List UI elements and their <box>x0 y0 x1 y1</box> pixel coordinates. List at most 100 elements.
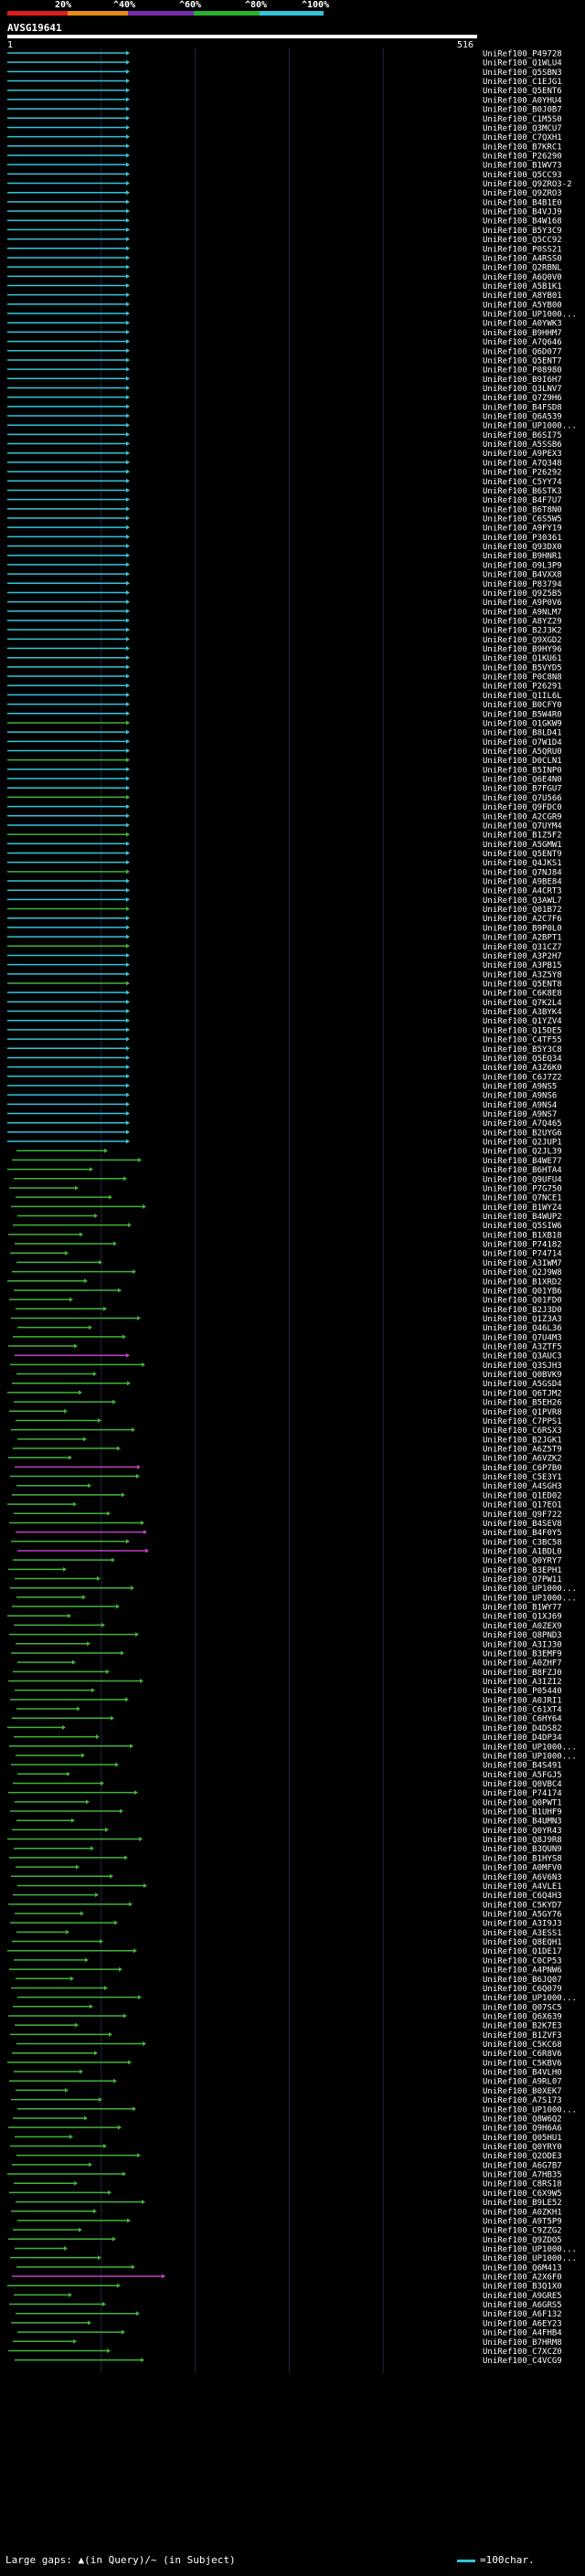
subject-id-label[interactable]: UniRef100_Q1DE17 <box>483 1947 562 1956</box>
subject-id-label[interactable]: UniRef100_Q93DX0 <box>483 543 562 552</box>
subject-id-label[interactable]: UniRef100_Q6X639 <box>483 2012 562 2021</box>
subject-id-label[interactable]: UniRef100_Q5CC93 <box>483 171 562 180</box>
subject-id-label[interactable]: UniRef100_Q0BVK9 <box>483 1371 562 1380</box>
subject-id-label[interactable]: UniRef100_P26291 <box>483 683 562 692</box>
subject-id-label[interactable]: UniRef100_Q9H6A6 <box>483 2125 562 2134</box>
subject-id-label[interactable]: UniRef100_B4UMN3 <box>483 1818 562 1827</box>
subject-id-label[interactable]: UniRef100_B0CFY0 <box>483 701 562 710</box>
subject-id-label[interactable]: UniRef100_Q46L36 <box>483 1324 562 1333</box>
subject-id-label[interactable]: UniRef100_A0ZHF7 <box>483 1659 562 1669</box>
subject-id-label[interactable]: UniRef100_C7PPS1 <box>483 1417 562 1426</box>
subject-id-label[interactable]: UniRef100_Q3AUC3 <box>483 1352 562 1362</box>
subject-id-label[interactable]: UniRef100_UP1000... <box>483 1994 577 2003</box>
subject-id-label[interactable]: UniRef100_Q1KU61 <box>483 654 562 663</box>
subject-id-label[interactable]: UniRef100_B1Z5F2 <box>483 832 562 841</box>
subject-id-label[interactable]: UniRef100_Q4JKS1 <box>483 859 562 868</box>
subject-id-label[interactable]: UniRef100_UP1000... <box>483 1743 577 1752</box>
subject-id-label[interactable]: UniRef100_Q1PVR8 <box>483 1408 562 1417</box>
subject-id-label[interactable]: UniRef100_UP1000... <box>483 1594 577 1603</box>
subject-id-label[interactable]: UniRef100_C6S5W5 <box>483 515 562 525</box>
subject-id-label[interactable]: UniRef100_A3I9J3 <box>483 1920 562 1929</box>
subject-id-label[interactable]: UniRef100_UP1000... <box>483 2254 577 2263</box>
subject-id-label[interactable]: UniRef100_P26292 <box>483 469 562 478</box>
subject-id-label[interactable]: UniRef100_C4TF55 <box>483 1036 562 1045</box>
subject-id-label[interactable]: UniRef100_Q3MCU7 <box>483 124 562 133</box>
subject-id-label[interactable]: UniRef100_P08980 <box>483 366 562 376</box>
subject-id-label[interactable]: UniRef100_Q1XJ69 <box>483 1613 562 1622</box>
subject-id-label[interactable]: UniRef100_A8YB01 <box>483 292 562 301</box>
subject-id-label[interactable]: UniRef100_Q5ENT8 <box>483 981 562 990</box>
subject-id-label[interactable]: UniRef100_C6Q079 <box>483 1985 562 1994</box>
subject-id-label[interactable]: UniRef100_Q2JUP1 <box>483 1139 562 1148</box>
subject-id-label[interactable]: UniRef100_P83794 <box>483 580 562 589</box>
subject-id-label[interactable]: UniRef100_P26290 <box>483 152 562 161</box>
subject-id-label[interactable]: UniRef100_A0MFV0 <box>483 1864 562 1873</box>
subject-id-label[interactable]: UniRef100_Q9ZRO3 <box>483 189 562 198</box>
subject-id-label[interactable]: UniRef100_B1WYZ4 <box>483 1203 562 1213</box>
subject-id-label[interactable]: UniRef100_B9LE52 <box>483 2199 562 2208</box>
subject-id-label[interactable]: UniRef100_B3EPH1 <box>483 1566 562 1575</box>
subject-id-label[interactable]: UniRef100_Q7NCE1 <box>483 1194 562 1203</box>
subject-id-label[interactable]: UniRef100_D0CLN1 <box>483 757 562 766</box>
subject-id-label[interactable]: UniRef100_A6Q0V0 <box>483 273 562 282</box>
subject-id-label[interactable]: UniRef100_B8FZJ0 <box>483 1669 562 1678</box>
subject-id-label[interactable]: UniRef100_C8RS18 <box>483 2180 562 2189</box>
subject-id-label[interactable]: UniRef100_B3EMF9 <box>483 1649 562 1659</box>
subject-id-label[interactable]: UniRef100_Q5SIW6 <box>483 1222 562 1231</box>
subject-id-label[interactable]: UniRef100_B4S491 <box>483 1762 562 1771</box>
subject-id-label[interactable]: UniRef100_B7HRM8 <box>483 2338 562 2348</box>
subject-id-label[interactable]: UniRef100_C1M5S0 <box>483 115 562 124</box>
subject-id-label[interactable]: UniRef100_Q8EQH1 <box>483 1938 562 1947</box>
subject-id-label[interactable]: UniRef100_A3Z6K0 <box>483 1064 562 1073</box>
subject-id-label[interactable]: UniRef100_Q2J9W8 <box>483 1268 562 1277</box>
subject-id-label[interactable]: UniRef100_A5FGJ5 <box>483 1771 562 1780</box>
subject-id-label[interactable]: UniRef100_B5W4R0 <box>483 710 562 719</box>
subject-id-label[interactable]: UniRef100_Q5EQ34 <box>483 1055 562 1064</box>
subject-id-label[interactable]: UniRef100_A6G7B7 <box>483 2161 562 2170</box>
subject-id-label[interactable]: UniRef100_C5E3Y1 <box>483 1473 562 1482</box>
subject-id-label[interactable]: UniRef100_B3Q1X0 <box>483 2283 562 2292</box>
subject-id-label[interactable]: UniRef100_O1GKW9 <box>483 719 562 728</box>
subject-id-label[interactable]: UniRef100_Q0YR43 <box>483 1827 562 1836</box>
subject-id-label[interactable]: UniRef100_Q0PWT1 <box>483 1798 562 1807</box>
subject-id-label[interactable]: UniRef100_A9T5P9 <box>483 2217 562 2226</box>
subject-id-label[interactable]: UniRef100_A9NS6 <box>483 1092 557 1101</box>
subject-id-label[interactable]: UniRef100_Q2ODE3 <box>483 2152 562 2161</box>
subject-id-label[interactable]: UniRef100_B9HY96 <box>483 645 562 654</box>
subject-id-label[interactable]: UniRef100_B4WUP2 <box>483 1213 562 1222</box>
subject-id-label[interactable]: UniRef100_B4F0Y5 <box>483 1529 562 1538</box>
subject-id-label[interactable]: UniRef100_B5INP0 <box>483 766 562 775</box>
subject-id-label[interactable]: UniRef100_A7Q465 <box>483 1119 562 1129</box>
subject-id-label[interactable]: UniRef100_P74714 <box>483 1250 562 1259</box>
subject-id-label[interactable]: UniRef100_Q6A539 <box>483 413 562 422</box>
subject-id-label[interactable]: UniRef100_Q7PW11 <box>483 1575 562 1585</box>
subject-id-label[interactable]: UniRef100_Q9Z5B5 <box>483 589 562 599</box>
subject-id-label[interactable]: UniRef100_A3ZTF5 <box>483 1343 562 1352</box>
subject-id-label[interactable]: UniRef100_O9L3P9 <box>483 561 562 570</box>
subject-id-label[interactable]: UniRef100_B7KRC1 <box>483 143 562 152</box>
subject-id-label[interactable]: UniRef100_Q6E4N0 <box>483 776 562 785</box>
subject-id-label[interactable]: UniRef100_A7Q646 <box>483 338 562 347</box>
subject-id-label[interactable]: UniRef100_Q01YB6 <box>483 1287 562 1296</box>
subject-id-label[interactable]: UniRef100_Q0VBC4 <box>483 1780 562 1789</box>
subject-id-label[interactable]: UniRef100_C5KBV6 <box>483 2059 562 2068</box>
subject-id-label[interactable]: UniRef100_Q7Z9H6 <box>483 394 562 403</box>
subject-id-label[interactable]: UniRef100_Q9XGD2 <box>483 636 562 645</box>
subject-id-label[interactable]: UniRef100_UP1000... <box>483 2245 577 2254</box>
subject-id-label[interactable]: UniRef100_A4VLE1 <box>483 1882 562 1892</box>
subject-id-label[interactable]: UniRef100_D4DS82 <box>483 1724 562 1733</box>
subject-id-label[interactable]: UniRef100_A9GRE5 <box>483 2292 562 2301</box>
subject-id-label[interactable]: UniRef100_Q8PND3 <box>483 1631 562 1640</box>
subject-id-label[interactable]: UniRef100_A9BE84 <box>483 878 562 887</box>
subject-id-label[interactable]: UniRef100_A4RSS0 <box>483 254 562 263</box>
subject-id-label[interactable]: UniRef100_P05440 <box>483 1687 562 1696</box>
subject-id-label[interactable]: UniRef100_B4B1E0 <box>483 198 562 207</box>
subject-id-label[interactable]: UniRef100_B8LD41 <box>483 729 562 738</box>
subject-id-label[interactable]: UniRef100_C6P7B0 <box>483 1464 562 1473</box>
subject-id-label[interactable]: UniRef100_O7W1D4 <box>483 738 562 747</box>
subject-id-label[interactable]: UniRef100_B7FGU7 <box>483 785 562 794</box>
subject-id-label[interactable]: UniRef100_C61XT4 <box>483 1706 562 1715</box>
subject-id-label[interactable]: UniRef100_A9RL07 <box>483 2078 562 2087</box>
subject-id-label[interactable]: UniRef100_Q3AWL7 <box>483 896 562 906</box>
subject-id-label[interactable]: UniRef100_A1BDL0 <box>483 1547 562 1556</box>
